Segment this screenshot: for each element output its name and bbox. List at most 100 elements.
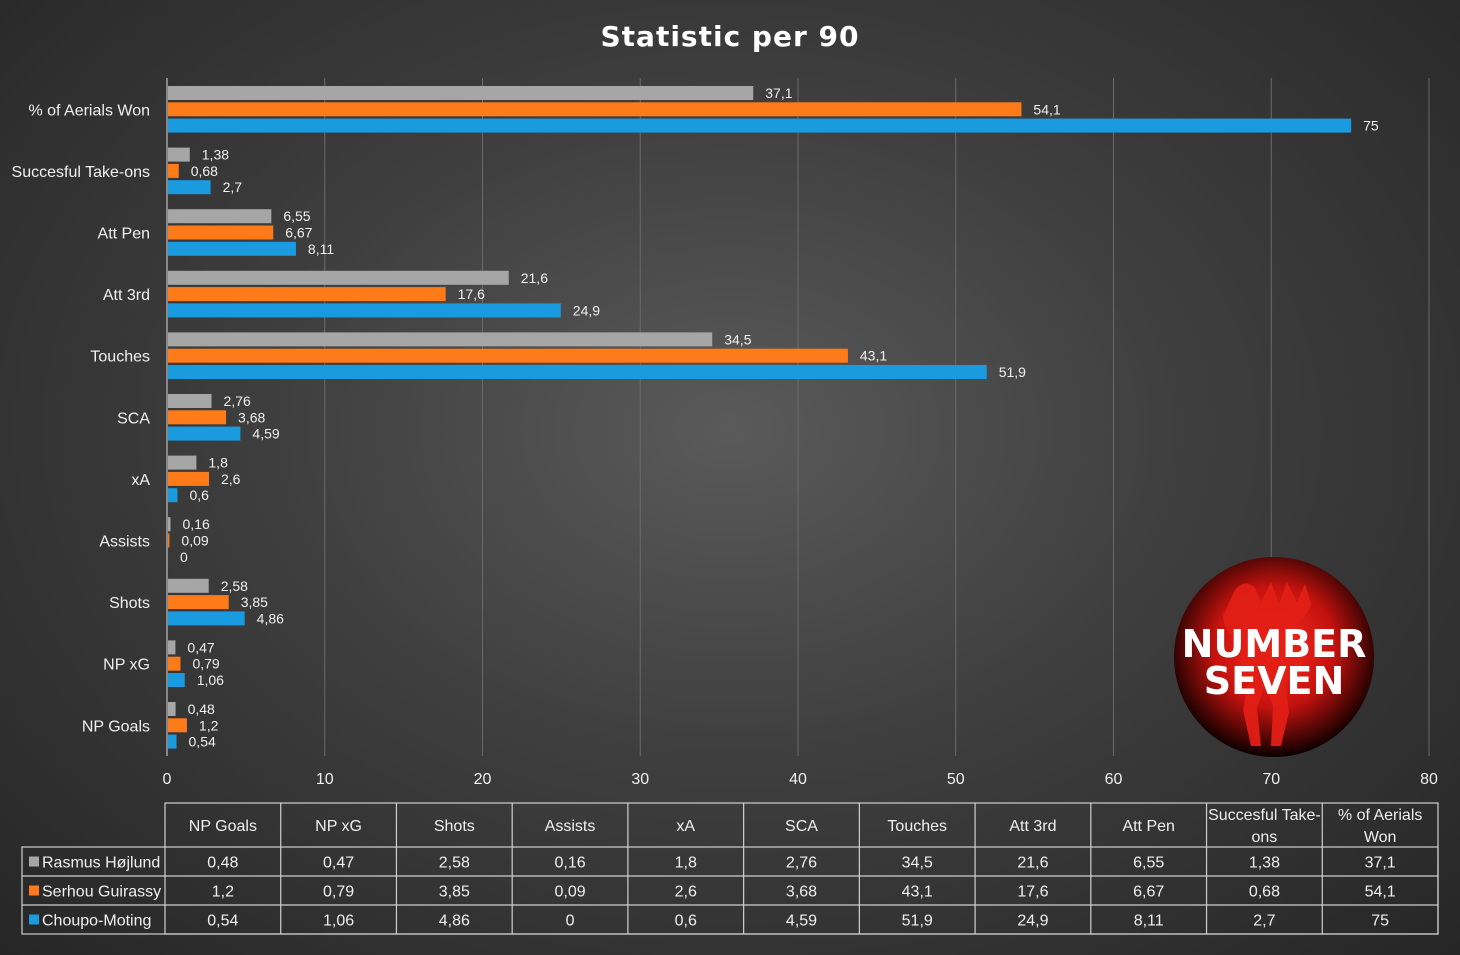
bar: [168, 611, 245, 626]
category-label: Shots: [109, 595, 150, 612]
bar: [168, 332, 713, 347]
bar: [168, 410, 227, 425]
table-header: Shots: [434, 818, 475, 835]
bar: [168, 102, 1022, 117]
bar: [168, 455, 197, 470]
gridlines: [166, 78, 1430, 756]
bar: [168, 734, 177, 749]
table-header: % of Aerials: [1338, 807, 1422, 824]
bar: [168, 426, 241, 441]
data-label: 2,58: [221, 578, 248, 594]
table-cell: 17,6: [1017, 884, 1048, 901]
data-label: 1,06: [197, 672, 224, 688]
table-cell: 4,86: [439, 913, 470, 930]
table-header: NP Goals: [189, 818, 257, 835]
bar: [168, 595, 229, 610]
table-cell: 1,38: [1249, 855, 1280, 872]
table-cell: 4,59: [786, 913, 817, 930]
category-label: Att Pen: [98, 226, 150, 243]
chart-title: Statistic per 90: [601, 20, 860, 53]
bar: [168, 241, 296, 256]
data-label: 1,38: [202, 147, 229, 163]
table-header: Att Pen: [1122, 818, 1174, 835]
table-header: Succesful Take-: [1208, 807, 1321, 824]
bars: [168, 86, 1352, 749]
table-cell: 75: [1371, 913, 1389, 930]
table-body-border: [21, 846, 1439, 935]
data-label: 2,76: [224, 393, 251, 409]
bar: [168, 365, 987, 379]
data-label: 4,59: [252, 426, 279, 442]
data-label: 51,9: [999, 364, 1026, 380]
category-label: Att 3rd: [103, 287, 150, 304]
data-label: 2,7: [223, 179, 243, 195]
category-label: Touches: [90, 349, 150, 366]
table-header: SCA: [785, 818, 818, 835]
data-label: 3,85: [241, 594, 268, 610]
table-cell: 6,67: [1133, 884, 1164, 901]
logo-text-number: NUMBER: [1182, 622, 1367, 666]
table-header: Touches: [887, 818, 947, 835]
table-cell: 0,09: [554, 884, 585, 901]
table-cell: 0,47: [323, 855, 354, 872]
table-cell: 37,1: [1365, 855, 1396, 872]
number-seven-logo: NUMBER SEVEN: [1174, 557, 1374, 757]
bar: [168, 656, 181, 671]
table-cell: 1,8: [675, 855, 697, 872]
table-header: Att 3rd: [1009, 818, 1056, 835]
data-label: 37,1: [765, 85, 792, 101]
table-cell: 8,11: [1134, 913, 1164, 930]
table-cell: 0,68: [1249, 884, 1280, 901]
bar: [168, 702, 176, 716]
data-label: 21,6: [521, 270, 548, 286]
x-tick-label: 70: [1262, 771, 1280, 788]
data-label: 0: [180, 549, 188, 565]
series-name: Rasmus Højlund: [42, 855, 160, 872]
bar: [168, 209, 272, 224]
data-label: 54,1: [1033, 101, 1060, 117]
data-label: 1,2: [199, 717, 219, 733]
series-name: Serhou Guirassy: [42, 884, 161, 901]
table-cell: 34,5: [902, 855, 933, 872]
table-cell: 0,48: [207, 855, 238, 872]
table-cell: 2,58: [439, 855, 470, 872]
table-cell: 0,6: [675, 913, 697, 930]
table-header: xA: [676, 818, 695, 835]
bar: [168, 533, 170, 548]
table-cell: 2,6: [675, 884, 697, 901]
table-cell: 1,06: [323, 913, 354, 930]
table-cell: 0,54: [207, 913, 238, 930]
data-label: 6,55: [283, 208, 310, 224]
bar: [168, 471, 210, 486]
x-tick-label: 80: [1420, 771, 1438, 788]
table-cell: 51,9: [902, 913, 933, 930]
table-cell: 3,85: [439, 884, 470, 901]
table-cell: 6,55: [1133, 855, 1164, 872]
data-label: 0,6: [189, 487, 209, 503]
data-label: 43,1: [860, 348, 887, 364]
data-label: 24,9: [573, 302, 600, 318]
table-header: Won: [1364, 829, 1397, 846]
bar: [168, 180, 211, 195]
data-label: 6,67: [285, 225, 312, 241]
bar: [168, 287, 446, 302]
data-label: 2,6: [221, 471, 241, 487]
legend-swatch: [29, 914, 39, 925]
bar: [168, 640, 176, 655]
table-cell: 0,16: [554, 855, 585, 872]
x-tick-label: 30: [631, 771, 649, 788]
category-label: xA: [131, 472, 150, 489]
data-label: 0,16: [183, 516, 210, 532]
table-cell: 43,1: [902, 884, 933, 901]
category-label: NP Goals: [82, 718, 150, 735]
bar: [168, 303, 561, 318]
data-label: 0,68: [191, 163, 218, 179]
data-label: 1,8: [208, 455, 228, 471]
category-label: NP xG: [103, 657, 150, 674]
category-label: % of Aerials Won: [28, 102, 150, 119]
bar: [168, 270, 509, 285]
table-header: ons: [1252, 829, 1278, 846]
table-cell: 2,76: [786, 855, 817, 872]
bar: [168, 163, 179, 178]
x-tick-label: 10: [316, 771, 334, 788]
